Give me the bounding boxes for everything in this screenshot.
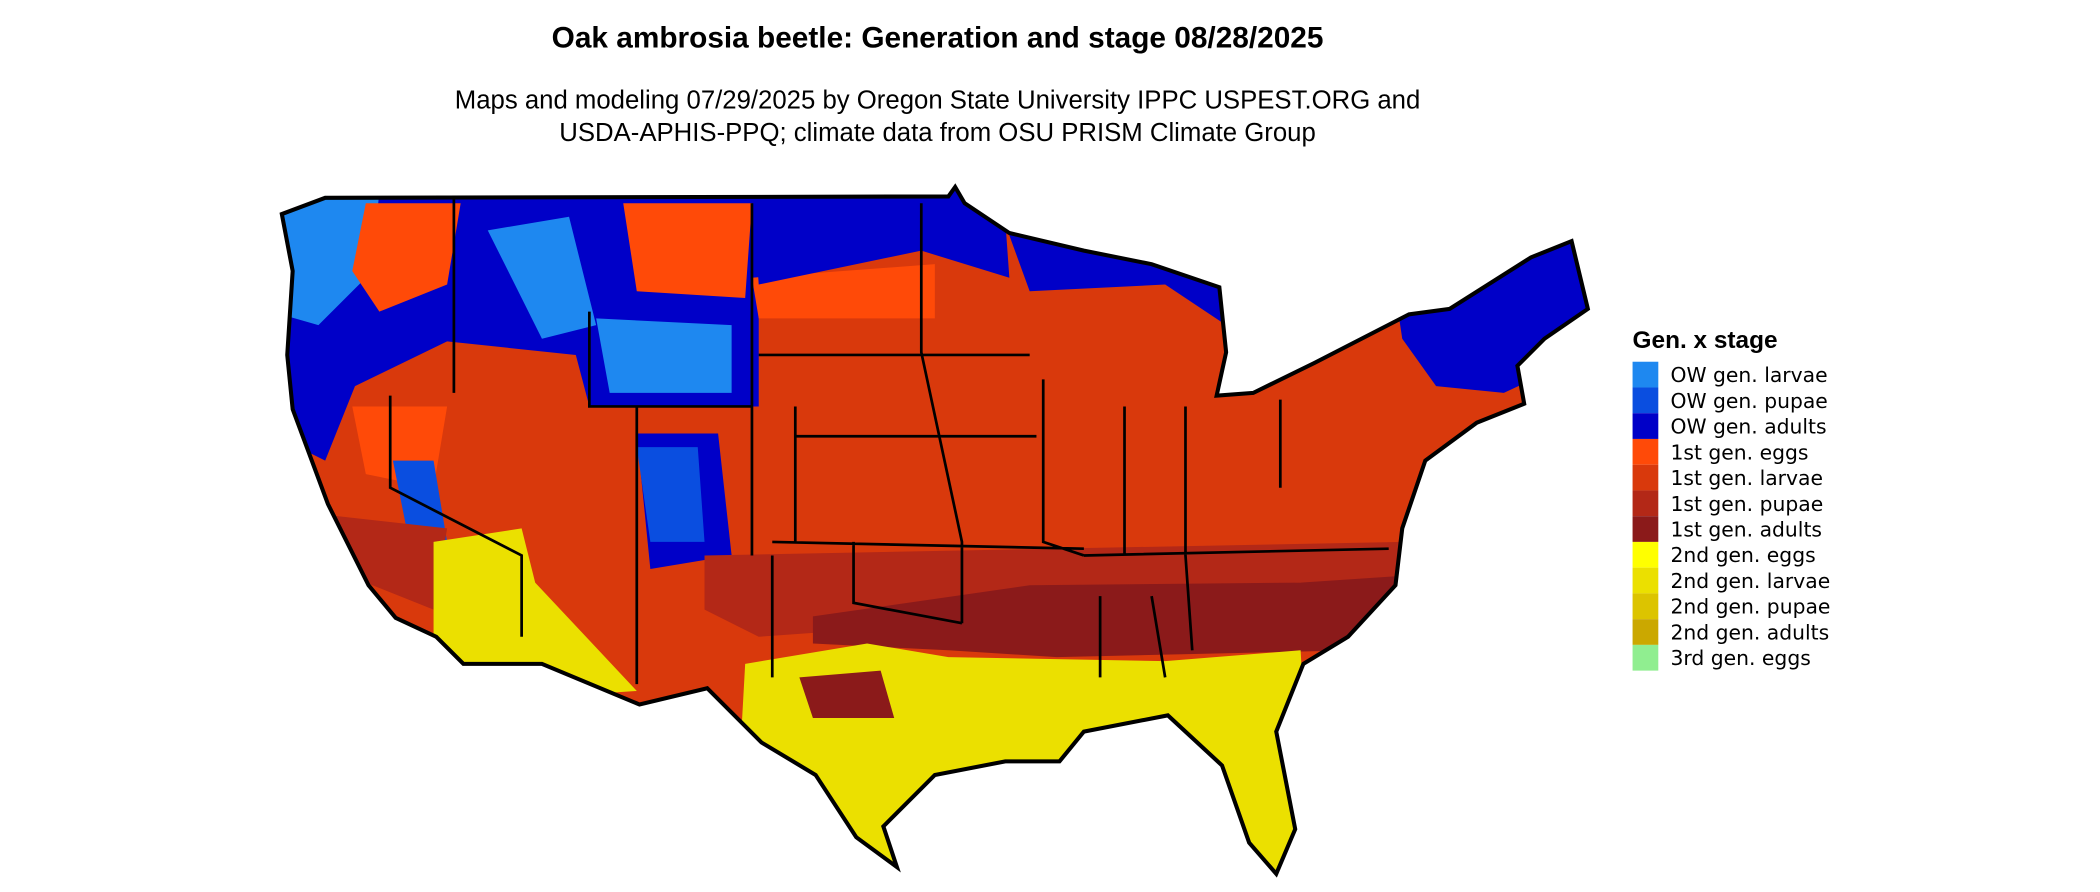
legend-swatch bbox=[1632, 464, 1659, 491]
legend-label: OW gen. adults bbox=[1670, 415, 1826, 439]
legend-swatch bbox=[1632, 413, 1659, 439]
legend-swatch bbox=[1632, 387, 1659, 414]
legend-label: OW gen. pupae bbox=[1670, 389, 1827, 413]
legend-label: 2nd gen. eggs bbox=[1670, 543, 1815, 567]
region bbox=[812, 575, 1403, 658]
legend-swatch bbox=[1632, 541, 1659, 568]
legend-swatch bbox=[1632, 593, 1659, 620]
legend-label: 3rd gen. eggs bbox=[1670, 646, 1810, 670]
legend-swatch bbox=[1632, 619, 1659, 645]
legend-label: 1st gen. adults bbox=[1670, 518, 1822, 542]
legend-label: 2nd gen. adults bbox=[1670, 620, 1829, 644]
legend-swatch bbox=[1632, 490, 1659, 517]
legend-title: Gen. x stage bbox=[1633, 327, 1778, 354]
subtitle: USDA-APHIS-PPQ; climate data from OSU PR… bbox=[559, 119, 1316, 147]
legend-label: 2nd gen. pupae bbox=[1670, 595, 1830, 619]
legend-swatch bbox=[1632, 516, 1659, 542]
legend-label: 2nd gen. larvae bbox=[1670, 569, 1830, 593]
legend-swatch bbox=[1632, 438, 1659, 465]
map-title: Oak ambrosia beetle: Generation and stag… bbox=[552, 21, 1324, 54]
region bbox=[325, 514, 1403, 637]
subtitle: Maps and modeling 07/29/2025 by Oregon S… bbox=[455, 86, 1421, 114]
legend-label: 1st gen. eggs bbox=[1670, 440, 1808, 464]
map bbox=[281, 186, 1588, 874]
legend-swatch bbox=[1632, 361, 1659, 388]
legend-swatch bbox=[1632, 567, 1659, 594]
legend-label: 1st gen. larvae bbox=[1670, 466, 1823, 490]
legend-swatch bbox=[1632, 644, 1659, 671]
region bbox=[799, 670, 895, 719]
state-lines bbox=[388, 199, 1389, 685]
legend-label: OW gen. larvae bbox=[1670, 363, 1827, 387]
legend-label: 1st gen. pupae bbox=[1670, 492, 1823, 516]
region bbox=[281, 189, 732, 393]
region bbox=[352, 203, 935, 488]
